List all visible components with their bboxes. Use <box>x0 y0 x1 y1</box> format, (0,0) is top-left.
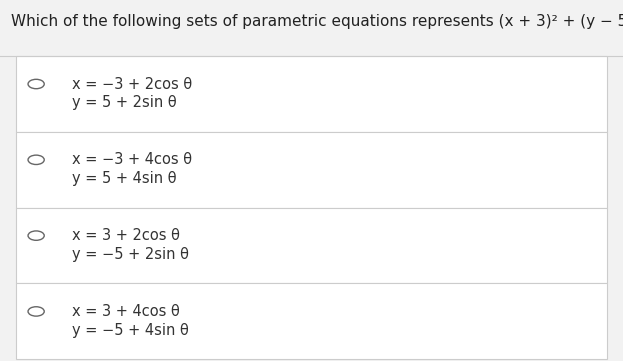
Text: x = 3 + 4cos θ: x = 3 + 4cos θ <box>72 304 179 319</box>
FancyBboxPatch shape <box>16 56 607 132</box>
Text: y = 5 + 2sin θ: y = 5 + 2sin θ <box>72 95 176 110</box>
FancyBboxPatch shape <box>16 208 607 283</box>
Text: y = −5 + 2sin θ: y = −5 + 2sin θ <box>72 247 189 262</box>
Text: x = −3 + 2cos θ: x = −3 + 2cos θ <box>72 77 192 91</box>
Text: y = 5 + 4sin θ: y = 5 + 4sin θ <box>72 171 176 186</box>
Text: x = −3 + 4cos θ: x = −3 + 4cos θ <box>72 152 192 167</box>
Text: y = −5 + 4sin θ: y = −5 + 4sin θ <box>72 323 188 338</box>
Text: Which of the following sets of parametric equations represents (x + 3)² + (y − 5: Which of the following sets of parametri… <box>11 14 623 30</box>
Text: x = 3 + 2cos θ: x = 3 + 2cos θ <box>72 228 179 243</box>
FancyBboxPatch shape <box>16 132 607 208</box>
FancyBboxPatch shape <box>16 283 607 359</box>
